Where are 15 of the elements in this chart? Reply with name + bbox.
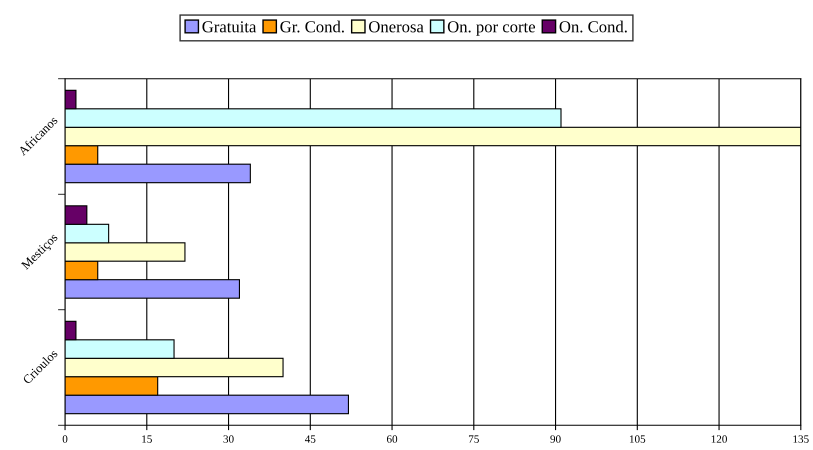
legend-label: On. por corte xyxy=(448,21,536,36)
x-tick-label: 75 xyxy=(468,435,479,443)
legend-label: Onerosa xyxy=(369,21,424,32)
legend-label: On. Cond. xyxy=(560,20,627,32)
x-tick-label: 90 xyxy=(550,435,561,443)
legend-label: Gratuita xyxy=(202,21,256,32)
x-tick-label: 135 xyxy=(793,435,809,443)
x-tick-label: 30 xyxy=(224,435,234,443)
x-tick-label: 0 xyxy=(62,435,68,443)
x-tick-label: 45 xyxy=(304,435,316,443)
x-tick-label: 60 xyxy=(386,435,398,443)
x-tick-label: 105 xyxy=(630,435,646,443)
x-tick-label: 15 xyxy=(142,435,152,443)
x-tick-label: 120 xyxy=(712,435,727,443)
legend-label: Gr. Cond. xyxy=(280,20,344,32)
